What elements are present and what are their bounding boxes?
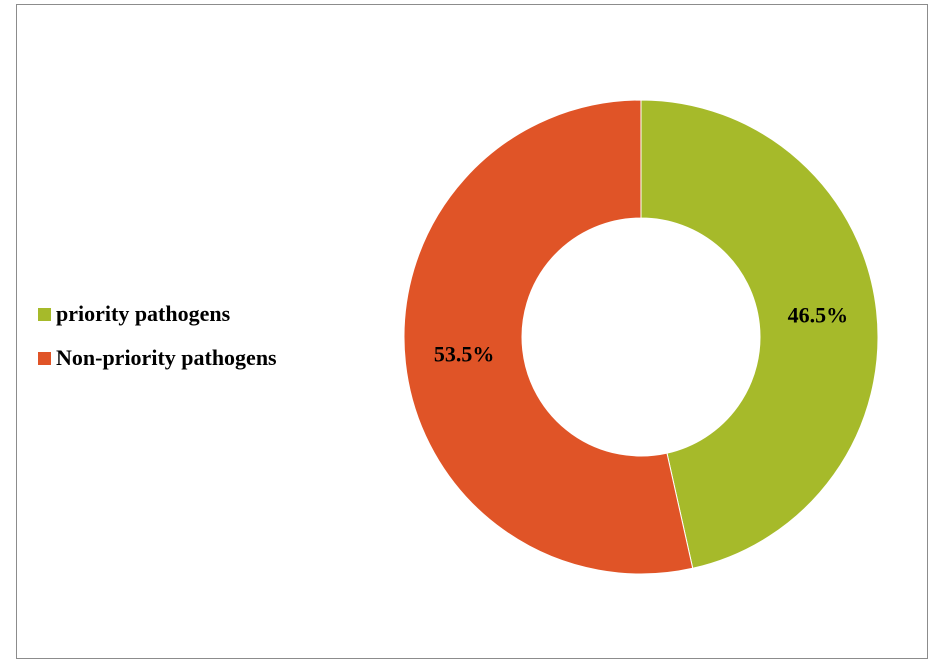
slice-priority [640,99,879,569]
legend-swatch-priority [38,307,51,321]
legend-label-non-priority: Non-priority pathogens [56,345,277,370]
legend-label-priority: priority pathogens [56,301,231,326]
data-label-priority: 46.5% [788,303,849,328]
data-label-non-priority: 53.5% [434,342,495,367]
slice-non-priority [403,99,694,575]
legend-item-non-priority: Non-priority pathogens [38,345,277,371]
legend-item-priority: priority pathogens [38,301,277,327]
legend-swatch-non-priority [38,351,51,365]
legend: priority pathogens Non-priority pathogen… [38,301,277,389]
